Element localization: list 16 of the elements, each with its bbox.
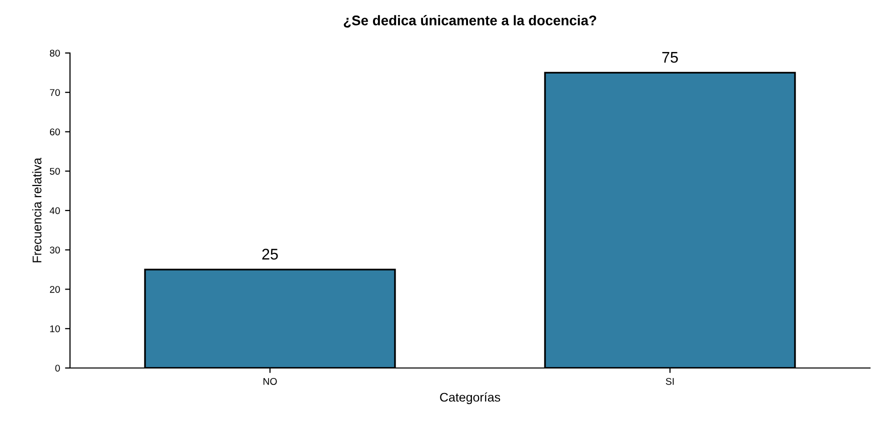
y-tick-label: 40	[50, 207, 60, 214]
y-tick-label: 60	[50, 128, 60, 136]
y-tick-label: 20	[50, 286, 60, 293]
y-tick-label: 80	[50, 50, 60, 57]
x-axis-title: Categorías	[440, 392, 500, 404]
y-tick-label: 70	[50, 89, 60, 96]
y-tick-label: 0	[55, 364, 60, 372]
y-axis-title: Frecuencia relativa	[32, 158, 42, 262]
x-tick-label: SI	[666, 378, 674, 385]
x-tick-label: NO	[264, 378, 277, 385]
data-label: 25	[262, 248, 278, 260]
chart-title: ¿Se dedica únicamente a la docencia?	[344, 15, 596, 28]
y-tick-label: 30	[50, 246, 60, 254]
y-tick-label: 50	[50, 168, 60, 175]
data-label: 75	[662, 52, 678, 63]
y-tick-label: 10	[50, 325, 60, 332]
